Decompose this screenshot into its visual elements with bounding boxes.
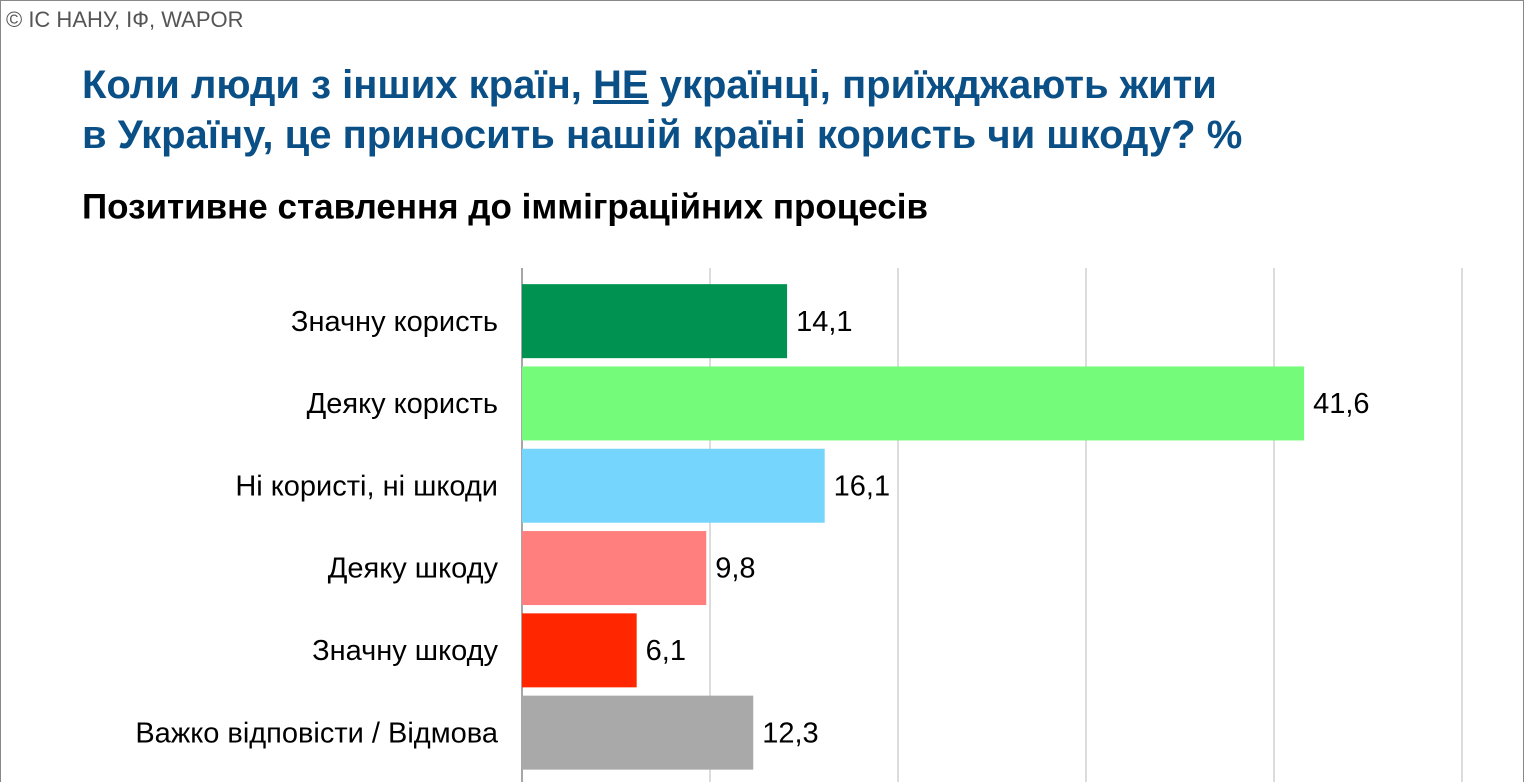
source: © ІС НАНУ, ІФ, WAPOR (6, 7, 244, 32)
category-label: Ні користі, ні шкоди (235, 470, 498, 502)
category-label: Значну користь (291, 306, 498, 338)
bar (522, 613, 637, 688)
title-part: НЕ (593, 63, 649, 107)
chart-subtitle: Позитивне ставлення до імміграційних про… (82, 187, 928, 226)
value-label: 14,1 (796, 306, 852, 338)
value-label: 12,3 (762, 717, 818, 749)
value-label: 9,8 (715, 553, 755, 585)
value-label: 16,1 (834, 470, 890, 502)
bar (522, 531, 707, 606)
category-label: Важко відповісти / Відмова (135, 717, 499, 749)
category-label: Значну шкоду (312, 635, 498, 667)
bar (522, 448, 825, 523)
title-part: українці, приїжджають жити (649, 63, 1217, 107)
bar (522, 695, 754, 770)
value-label: 41,6 (1313, 388, 1369, 420)
bar (522, 366, 1305, 441)
title-part: Коли люди з інших країн, (82, 63, 593, 107)
value-label: 6,1 (646, 635, 686, 667)
category-label: Деяку користь (307, 388, 498, 420)
title-part: в Україну, це приносить нашій країні кор… (82, 113, 1242, 157)
bar (522, 284, 788, 359)
chart-title: Коли люди з інших країн, НЕ українці, пр… (82, 63, 1242, 157)
category-label: Деяку шкоду (328, 553, 499, 585)
